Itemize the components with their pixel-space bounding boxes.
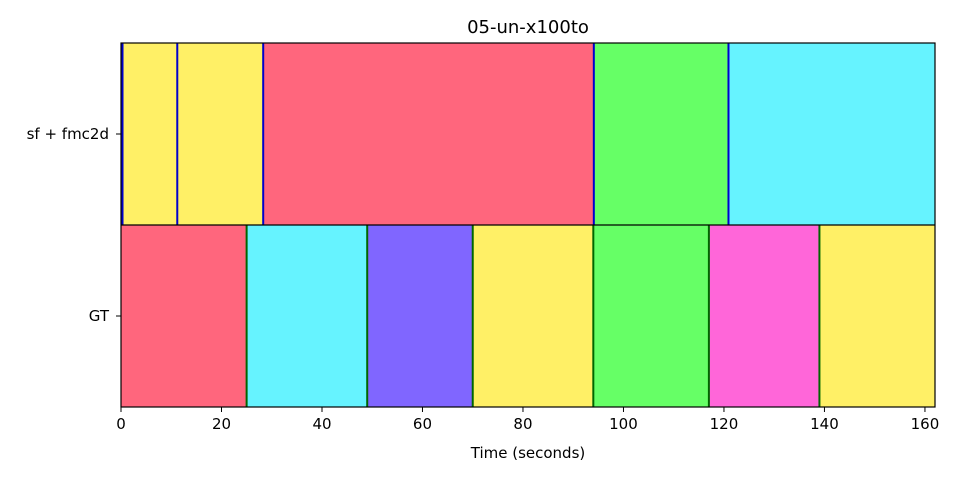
x-tick-label: 160 bbox=[911, 415, 940, 433]
segment-row0-5 bbox=[728, 43, 935, 225]
x-tick-label: 20 bbox=[212, 415, 231, 433]
segment-row1-3 bbox=[472, 225, 594, 407]
y-axis: sf + fmc2d GT bbox=[27, 125, 121, 325]
x-tick-label: 140 bbox=[810, 415, 839, 433]
plot-frame bbox=[120, 42, 936, 408]
segment-row0-2 bbox=[177, 43, 264, 225]
x-tick-label: 100 bbox=[609, 415, 638, 433]
x-axis: 0 20 40 60 80 100 120 140 160 bbox=[116, 407, 939, 433]
x-tick-label: 40 bbox=[312, 415, 331, 433]
segment-row0-1 bbox=[122, 43, 178, 225]
y-tick-label: GT bbox=[89, 307, 110, 325]
segment-row0-3 bbox=[263, 43, 594, 225]
segment-row1-4 bbox=[593, 225, 709, 407]
segment-row1-1 bbox=[246, 225, 368, 407]
chart-title: 05-un-x100to bbox=[467, 17, 589, 38]
x-tick-label: 0 bbox=[116, 415, 126, 433]
segment-row1-6 bbox=[819, 225, 935, 407]
x-axis-label: Time (seconds) bbox=[470, 444, 586, 462]
segment-row0-4 bbox=[593, 43, 729, 225]
segment-row1-5 bbox=[708, 225, 820, 407]
y-tick-label: sf + fmc2d bbox=[27, 125, 109, 143]
x-tick-label: 80 bbox=[513, 415, 532, 433]
segment-row1-2 bbox=[367, 225, 473, 407]
plot-area bbox=[121, 43, 935, 407]
x-tick-label: 120 bbox=[710, 415, 739, 433]
segment-row1-0 bbox=[121, 225, 247, 407]
x-tick-label: 60 bbox=[413, 415, 432, 433]
